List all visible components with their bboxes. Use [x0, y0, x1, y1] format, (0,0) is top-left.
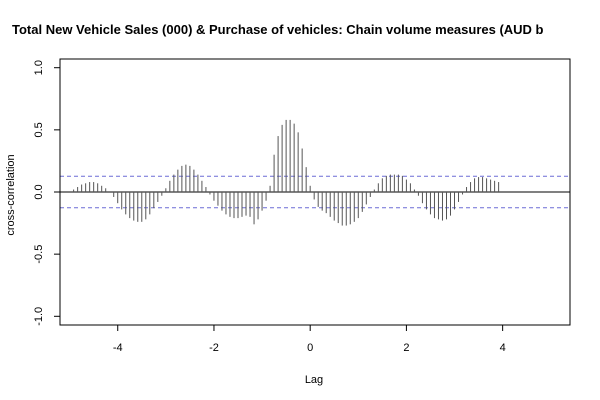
- x-tick-label: 4: [500, 342, 506, 354]
- chart-title: Total New Vehicle Sales (000) & Purchase…: [12, 22, 544, 37]
- x-tick-label: 0: [307, 342, 313, 354]
- x-tick-label: -2: [209, 342, 219, 354]
- y-axis-label: cross-correlation: [5, 154, 17, 235]
- y-tick-label: 1.0: [33, 60, 45, 75]
- confidence-lines: [60, 175, 570, 209]
- x-axis-label: Lag: [305, 374, 323, 386]
- x-axis: -4 -2 0 2 4: [113, 324, 506, 354]
- y-tick-label: -1.0: [33, 307, 45, 326]
- y-tick-label: 0.0: [33, 184, 45, 199]
- ccf-bars: [73, 119, 500, 226]
- y-tick-label: 0.5: [33, 122, 45, 137]
- y-tick-label: -0.5: [33, 245, 45, 264]
- x-tick-label: 2: [403, 342, 409, 354]
- x-tick-label: -4: [113, 342, 123, 354]
- y-axis: -1.0 -0.5 0.0 0.5 1.0: [33, 60, 61, 326]
